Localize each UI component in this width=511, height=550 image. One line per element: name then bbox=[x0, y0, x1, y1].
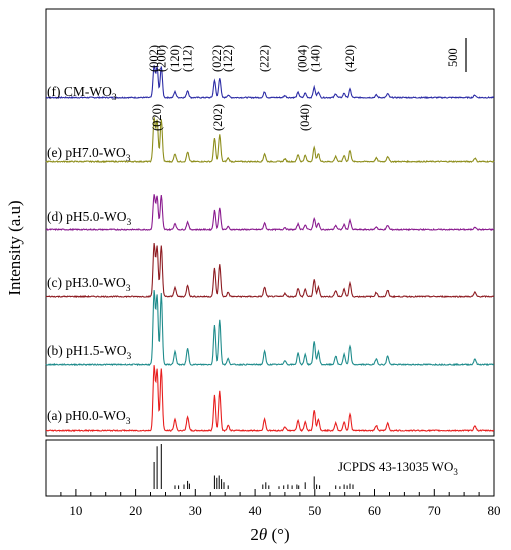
peak-label-8: (140) bbox=[308, 45, 322, 72]
x-tick-label-5: 60 bbox=[368, 503, 381, 518]
x-tick-label-1: 20 bbox=[129, 503, 142, 518]
peak-labels: (002)(200) (120)(112) (022)(122) (222) (004)… bbox=[147, 45, 357, 131]
series-label-3: (c) pH3.0-WO3 bbox=[47, 275, 131, 294]
series-label-2: (d) pH5.0-WO3 bbox=[47, 209, 131, 228]
series-label-0: (f) CM-WO3 bbox=[47, 84, 117, 103]
series-line-5 bbox=[45, 365, 494, 433]
series-label-5: (a) pH0.0-WO3 bbox=[47, 408, 131, 427]
peak-label-0: (002) bbox=[147, 45, 161, 72]
patterns-panel bbox=[45, 8, 495, 437]
scale-bar-label: 500 bbox=[446, 48, 460, 67]
series-line-0 bbox=[45, 65, 495, 100]
peak-label-2: (120) bbox=[168, 45, 182, 72]
series-labels: (f) CM-WO3 (e) pH7.0-WO3 (d) pH5.0-WO3 (c) … bbox=[47, 84, 131, 427]
peak-label-9: (420) bbox=[343, 45, 357, 72]
x-tick-label-0: 10 bbox=[69, 503, 82, 518]
x-tick-label-7: 80 bbox=[488, 503, 501, 518]
peak-label-6: (222) bbox=[258, 45, 272, 72]
peak-label-11: (202) bbox=[211, 104, 225, 131]
x-axis-ticks: 10 20 30 40 50 60 70 80 bbox=[45, 489, 501, 518]
series-line-3 bbox=[45, 243, 495, 299]
peak-label-7: (004) bbox=[295, 45, 309, 72]
x-tick-label-2: 30 bbox=[189, 503, 202, 518]
peak-label-5: (122) bbox=[221, 45, 235, 72]
series-line-1 bbox=[45, 117, 495, 164]
reference-layer bbox=[153, 444, 354, 489]
x-axis-title: 2θ (°) bbox=[250, 525, 289, 544]
series-label-1: (e) pH7.0-WO3 bbox=[47, 145, 131, 164]
x-tick-label-6: 70 bbox=[428, 503, 441, 518]
y-axis-title: Intensity (a.u) bbox=[5, 200, 24, 295]
reference-label: JCPDS 43-13035 WO3 bbox=[338, 459, 458, 477]
x-tick-label-4: 50 bbox=[308, 503, 321, 518]
series-line-2 bbox=[45, 194, 495, 232]
peak-label-3: (112) bbox=[181, 45, 195, 72]
peak-label-1: (200) bbox=[154, 45, 168, 72]
series-line-4 bbox=[45, 290, 494, 367]
series-label-4: (b) pH1.5-WO3 bbox=[47, 343, 131, 362]
peak-label-4: (022) bbox=[210, 45, 224, 72]
peak-label-10: (020) bbox=[150, 104, 164, 131]
peak-label-12: (040) bbox=[298, 104, 312, 131]
series-layer bbox=[45, 65, 495, 433]
x-tick-label-3: 40 bbox=[249, 503, 262, 518]
